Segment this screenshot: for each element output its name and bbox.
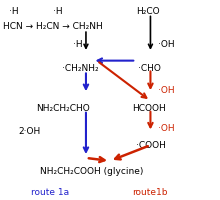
Text: route1b: route1b <box>132 188 167 197</box>
Text: NH₂CH₂COOH (glycine): NH₂CH₂COOH (glycine) <box>40 167 143 176</box>
Text: ·H: ·H <box>53 7 63 16</box>
Text: ·CH₂NH₂: ·CH₂NH₂ <box>62 64 99 73</box>
Text: ·H: ·H <box>73 40 82 49</box>
Text: ·COOH: ·COOH <box>136 141 166 150</box>
Text: NH₂CH₂CHO: NH₂CH₂CHO <box>36 104 89 113</box>
Text: HCOOH: HCOOH <box>132 104 166 113</box>
Text: H₂CO: H₂CO <box>136 7 160 16</box>
Text: ·H: ·H <box>9 7 19 16</box>
Text: ·CHO: ·CHO <box>138 64 161 73</box>
Text: route 1a: route 1a <box>31 188 70 197</box>
Text: HCN → H₂CN → CH₂NH: HCN → H₂CN → CH₂NH <box>3 22 103 31</box>
Text: ·OH: ·OH <box>158 86 175 95</box>
Text: 2·OH: 2·OH <box>18 127 40 136</box>
Text: ·OH: ·OH <box>158 40 175 49</box>
Text: ·OH: ·OH <box>158 124 175 133</box>
